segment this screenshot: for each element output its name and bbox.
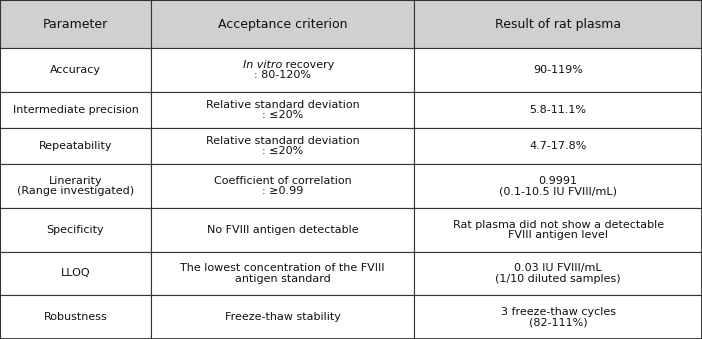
Bar — [0, 208, 151, 252]
Text: 5.8-11.1%: 5.8-11.1% — [529, 105, 587, 115]
Bar — [151, 0, 414, 48]
Bar — [151, 92, 414, 128]
Bar — [151, 164, 414, 208]
Text: Linerarity: Linerarity — [48, 176, 102, 186]
Text: LLOQ: LLOQ — [60, 268, 91, 279]
Text: 3 freeze-thaw cycles: 3 freeze-thaw cycles — [501, 307, 616, 317]
Text: 0.9991: 0.9991 — [538, 176, 578, 186]
Text: : ≥0.99: : ≥0.99 — [262, 186, 303, 196]
Bar — [151, 295, 414, 339]
Text: (82-111%): (82-111%) — [529, 317, 588, 327]
Text: Result of rat plasma: Result of rat plasma — [495, 18, 621, 31]
Text: In vitro: In vitro — [243, 60, 282, 70]
Text: Repeatability: Repeatability — [39, 141, 112, 151]
Text: 4.7-17.8%: 4.7-17.8% — [529, 141, 587, 151]
Bar — [414, 164, 702, 208]
Text: Intermediate precision: Intermediate precision — [13, 105, 138, 115]
Text: Relative standard deviation: Relative standard deviation — [206, 136, 359, 146]
Text: : ≤20%: : ≤20% — [262, 146, 303, 156]
Bar — [414, 128, 702, 164]
Text: (Range investigated): (Range investigated) — [17, 186, 134, 196]
Bar — [414, 92, 702, 128]
Text: : ≤20%: : ≤20% — [262, 110, 303, 120]
Text: : 80-120%: : 80-120% — [254, 70, 311, 80]
Text: 90-119%: 90-119% — [533, 65, 583, 75]
Text: Rat plasma did not show a detectable: Rat plasma did not show a detectable — [453, 220, 663, 230]
Bar — [151, 48, 414, 92]
Bar — [414, 252, 702, 295]
Bar — [414, 48, 702, 92]
Text: Specificity: Specificity — [46, 225, 105, 235]
Bar — [151, 128, 414, 164]
Text: Coefficient of correlation: Coefficient of correlation — [213, 176, 352, 186]
Bar — [0, 92, 151, 128]
Bar — [0, 0, 151, 48]
Bar — [0, 295, 151, 339]
Text: Acceptance criterion: Acceptance criterion — [218, 18, 347, 31]
Bar — [151, 252, 414, 295]
Text: Robustness: Robustness — [44, 312, 107, 322]
Text: 0.03 IU FVIII/mL: 0.03 IU FVIII/mL — [515, 263, 602, 273]
Text: (0.1-10.5 IU FVIII/mL): (0.1-10.5 IU FVIII/mL) — [499, 186, 617, 196]
Bar — [151, 208, 414, 252]
Bar — [0, 164, 151, 208]
Bar — [0, 48, 151, 92]
Text: antigen standard: antigen standard — [234, 274, 331, 284]
Text: The lowest concentration of the FVIII: The lowest concentration of the FVIII — [180, 263, 385, 273]
Bar — [0, 128, 151, 164]
Text: Parameter: Parameter — [43, 18, 108, 31]
Bar — [414, 208, 702, 252]
Text: Relative standard deviation: Relative standard deviation — [206, 100, 359, 109]
Text: Freeze-thaw stability: Freeze-thaw stability — [225, 312, 340, 322]
Bar — [414, 0, 702, 48]
Bar — [414, 295, 702, 339]
Text: recovery: recovery — [282, 60, 334, 70]
Text: No FVIII antigen detectable: No FVIII antigen detectable — [207, 225, 358, 235]
Text: (1/10 diluted samples): (1/10 diluted samples) — [496, 274, 621, 284]
Text: Accuracy: Accuracy — [50, 65, 101, 75]
Bar — [0, 252, 151, 295]
Text: FVIII antigen level: FVIII antigen level — [508, 230, 608, 240]
